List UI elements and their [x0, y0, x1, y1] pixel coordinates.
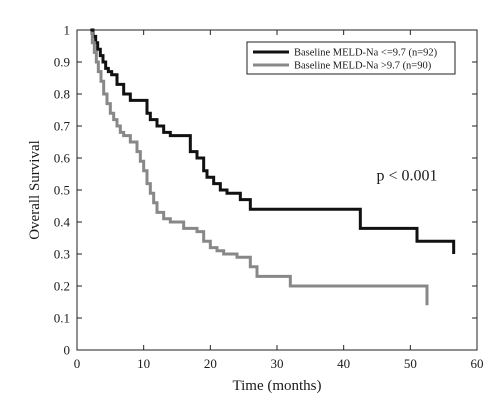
series-line-1	[90, 28, 456, 254]
x-tick-label: 10	[137, 356, 150, 371]
legend-label-1: Baseline MELD-Na <=9.7 (n=92)	[294, 48, 438, 59]
y-tick-label: 1	[64, 23, 71, 38]
plot-frame	[76, 29, 478, 351]
legend-label-2: Baseline MELD-Na >9.7 (n=90)	[294, 61, 432, 72]
y-tick-label: 0.1	[54, 311, 70, 326]
y-tick-label: 0.4	[54, 215, 71, 230]
axes-group: 0 10 20 30 40 50 60 0 0.1 0.2 0.3 0.4 0.5 0.6 0.7 0.8 0.…	[27, 23, 484, 395]
y-tick-label: 0.5	[54, 183, 70, 198]
legend-box	[246, 41, 456, 75]
y-tick-label: 0.9	[54, 55, 70, 70]
y-tick-label: 0.2	[54, 279, 70, 294]
x-tick-label: 60	[471, 356, 484, 371]
y-tick-label: 0.8	[54, 87, 70, 102]
x-tick-label: 30	[271, 356, 284, 371]
series-line-2	[90, 31, 429, 306]
series-group	[90, 28, 456, 306]
x-tick-label: 50	[404, 356, 417, 371]
p-value-annotation: p < 0.001	[376, 167, 437, 184]
x-tick-label: 0	[74, 356, 81, 371]
y-tick-label: 0	[64, 343, 71, 358]
annotations-group: p < 0.001	[376, 167, 437, 184]
x-tick-label: 40	[337, 356, 350, 371]
y-axis-title: Overall Survival	[27, 140, 43, 240]
x-tick-label: 20	[204, 356, 217, 371]
y-tick-label: 0.7	[54, 119, 71, 134]
x-axis-title: Time (months)	[232, 378, 321, 394]
y-tick-label: 0.3	[54, 247, 70, 262]
legend: Baseline MELD-Na <=9.7 (n=92) Baseline ME…	[246, 41, 456, 75]
y-tick-label: 0.6	[54, 151, 71, 166]
